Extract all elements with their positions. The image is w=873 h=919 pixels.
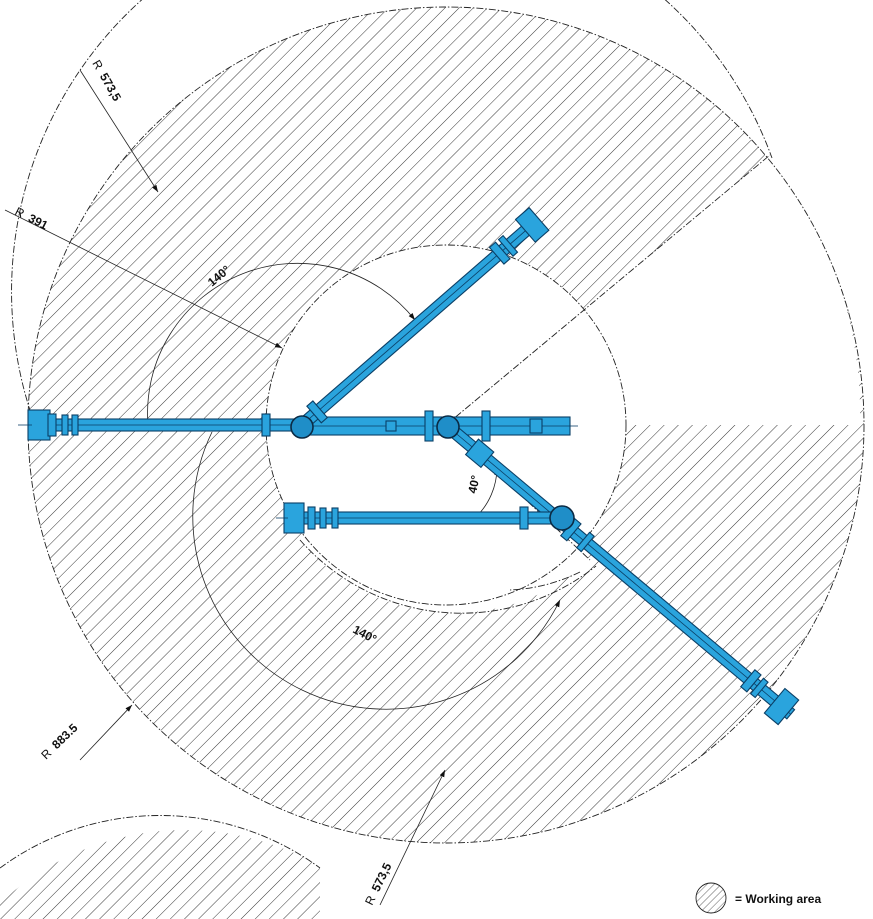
joint-lower	[549, 505, 575, 531]
crane-arms	[18, 206, 800, 726]
joint-center	[436, 415, 460, 439]
angle-elbow-label: 40°	[465, 474, 483, 495]
svg-text:40°: 40°	[465, 474, 483, 495]
hatched-circle-icon	[695, 882, 727, 914]
dimension-leaders	[4, 69, 446, 906]
arm-left	[18, 409, 306, 441]
legend-label: = Working area	[735, 892, 821, 906]
joint-left	[290, 415, 314, 439]
adjacent-working-area	[0, 815, 321, 919]
legend: = Working area	[695, 882, 821, 914]
